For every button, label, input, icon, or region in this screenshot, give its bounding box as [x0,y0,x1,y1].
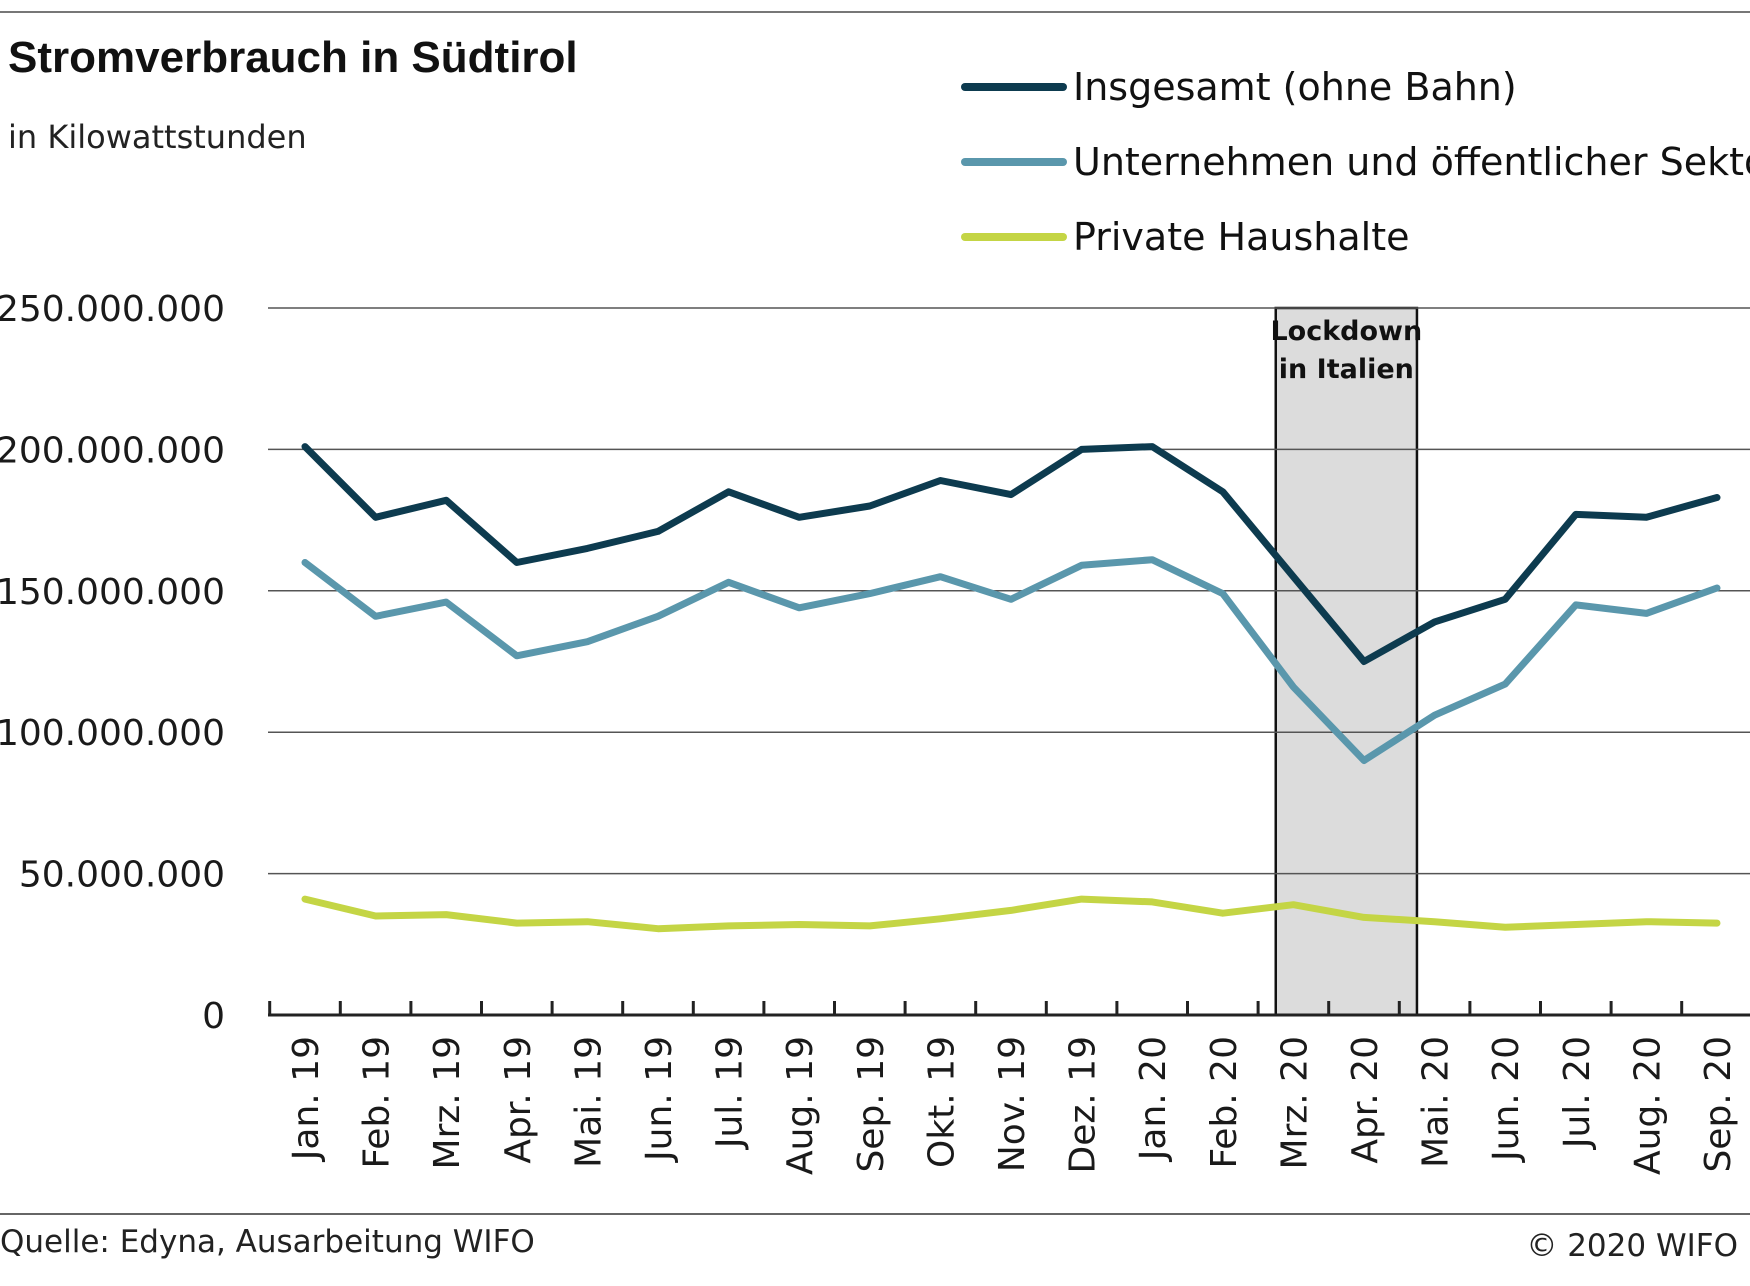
lockdown-band-rect [1274,306,1419,1017]
legend-label: Private Haushalte [1073,215,1410,259]
series-line-1 [301,443,1721,665]
x-tick-label: Feb. 19 [357,1036,398,1168]
x-tick-label: Sep. 20 [1698,1036,1739,1173]
lockdown-note-line: Lockdown [1270,316,1422,347]
legend-label: Unternehmen und öffentlicher Sektor [1073,140,1750,184]
x-tick-label: Aug. 19 [780,1036,821,1175]
source-note: Quelle: Edyna, Ausarbeitung WIFO [0,1224,535,1260]
series-line-2 [301,556,1721,764]
y-tick-label: 200.000.000 [0,430,225,471]
lockdown-note-line: in Italien [1279,354,1414,385]
gridlines [268,307,1750,875]
x-tick-label: Dez. 19 [1063,1036,1104,1173]
x-tick-label: Jan. 19 [286,1036,327,1162]
y-tick-label: 50.000.000 [19,855,225,896]
y-tick-label: 0 [202,996,225,1037]
y-tick-label: 100.000.000 [0,713,225,754]
lockdown-note: Lockdown in Italien [1270,316,1422,385]
x-tick-label: Nov. 19 [992,1036,1033,1172]
legend-label: Insgesamt (ohne Bahn) [1073,65,1517,109]
y-tick-label: 250.000.000 [0,289,225,330]
x-tick-label: Sep. 19 [851,1036,892,1173]
x-tick-label: Jun. 19 [639,1036,680,1163]
lockdown-band [1274,306,1419,1017]
chart-subtitle: in Kilowattstunden [8,118,307,156]
series-line-3 [301,895,1721,933]
x-tick-label: Jan. 20 [1133,1036,1174,1162]
x-tick-label: Mrz. 20 [1274,1036,1315,1169]
x-tick-label: Mai. 20 [1416,1036,1457,1168]
y-tick-labels: 0 50.000.000 100.000.000 150.000.000 200.000… [0,289,225,1037]
x-tick-label: Aug. 20 [1627,1036,1668,1175]
series-lines [301,443,1721,933]
x-tick-label: Mai. 19 [568,1036,609,1168]
x-tick-label: Feb. 20 [1204,1036,1245,1168]
chart-title: Stromverbrauch in Südtirol [8,33,578,82]
x-tick-label: Jul. 19 [710,1036,751,1150]
copyright-note: © 2020 WIFO [1526,1228,1738,1264]
x-tick-label: Okt. 19 [921,1036,962,1168]
legend: Insgesamt (ohne Bahn) Unternehmen und öff… [961,65,1750,259]
x-axis [268,1001,1750,1017]
x-tick-label: Mrz. 19 [427,1036,468,1169]
x-tick-labels: Jan. 19 Feb. 19 Mrz. 19 Apr. 19 Mai. 19 Jun. … [286,1036,1739,1175]
x-tick-label: Apr. 20 [1345,1036,1386,1164]
y-tick-label: 150.000.000 [0,572,225,613]
x-tick-label: Jun. 20 [1486,1036,1527,1163]
x-tick-label: Apr. 19 [498,1036,539,1164]
x-tick-label: Jul. 20 [1557,1036,1598,1150]
